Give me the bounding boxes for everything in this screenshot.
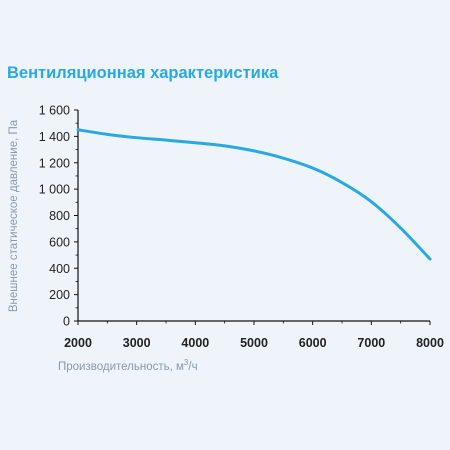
chart-series bbox=[76, 128, 432, 261]
y-tick-label: 1 200 bbox=[39, 156, 70, 170]
x-tick-label: 5000 bbox=[240, 336, 268, 350]
y-ticks: 0 200 400 600 800 1 000 1 200 1 400 1 600 bbox=[39, 104, 78, 329]
y-tick-label: 0 bbox=[63, 315, 70, 329]
y-axis-title: Внешнее статическое давление, Па bbox=[8, 119, 20, 312]
chart-title: Вентиляционная характеристика bbox=[7, 64, 279, 82]
y-tick-label: 600 bbox=[49, 235, 70, 249]
series-line bbox=[76, 128, 432, 261]
y-tick-label: 1 000 bbox=[39, 183, 70, 197]
x-tick-label: 4000 bbox=[181, 336, 209, 350]
x-axis-title: Производительность, м3/ч bbox=[58, 358, 198, 373]
y-tick-label: 1 600 bbox=[39, 104, 70, 118]
x-tick-label: 2000 bbox=[64, 336, 92, 350]
x-ticks: 2000 3000 4000 5000 6000 7000 8000 bbox=[64, 321, 444, 350]
y-tick-label: 400 bbox=[49, 262, 70, 276]
x-tick-label: 3000 bbox=[123, 336, 151, 350]
x-tick-label: 7000 bbox=[357, 336, 385, 350]
y-tick-label: 1 400 bbox=[39, 130, 70, 144]
x-tick-label: 6000 bbox=[299, 336, 327, 350]
x-tick-label: 8000 bbox=[416, 336, 444, 350]
y-tick-label: 800 bbox=[49, 209, 70, 223]
chart-axes bbox=[77, 110, 430, 322]
y-tick-label: 200 bbox=[49, 288, 70, 302]
